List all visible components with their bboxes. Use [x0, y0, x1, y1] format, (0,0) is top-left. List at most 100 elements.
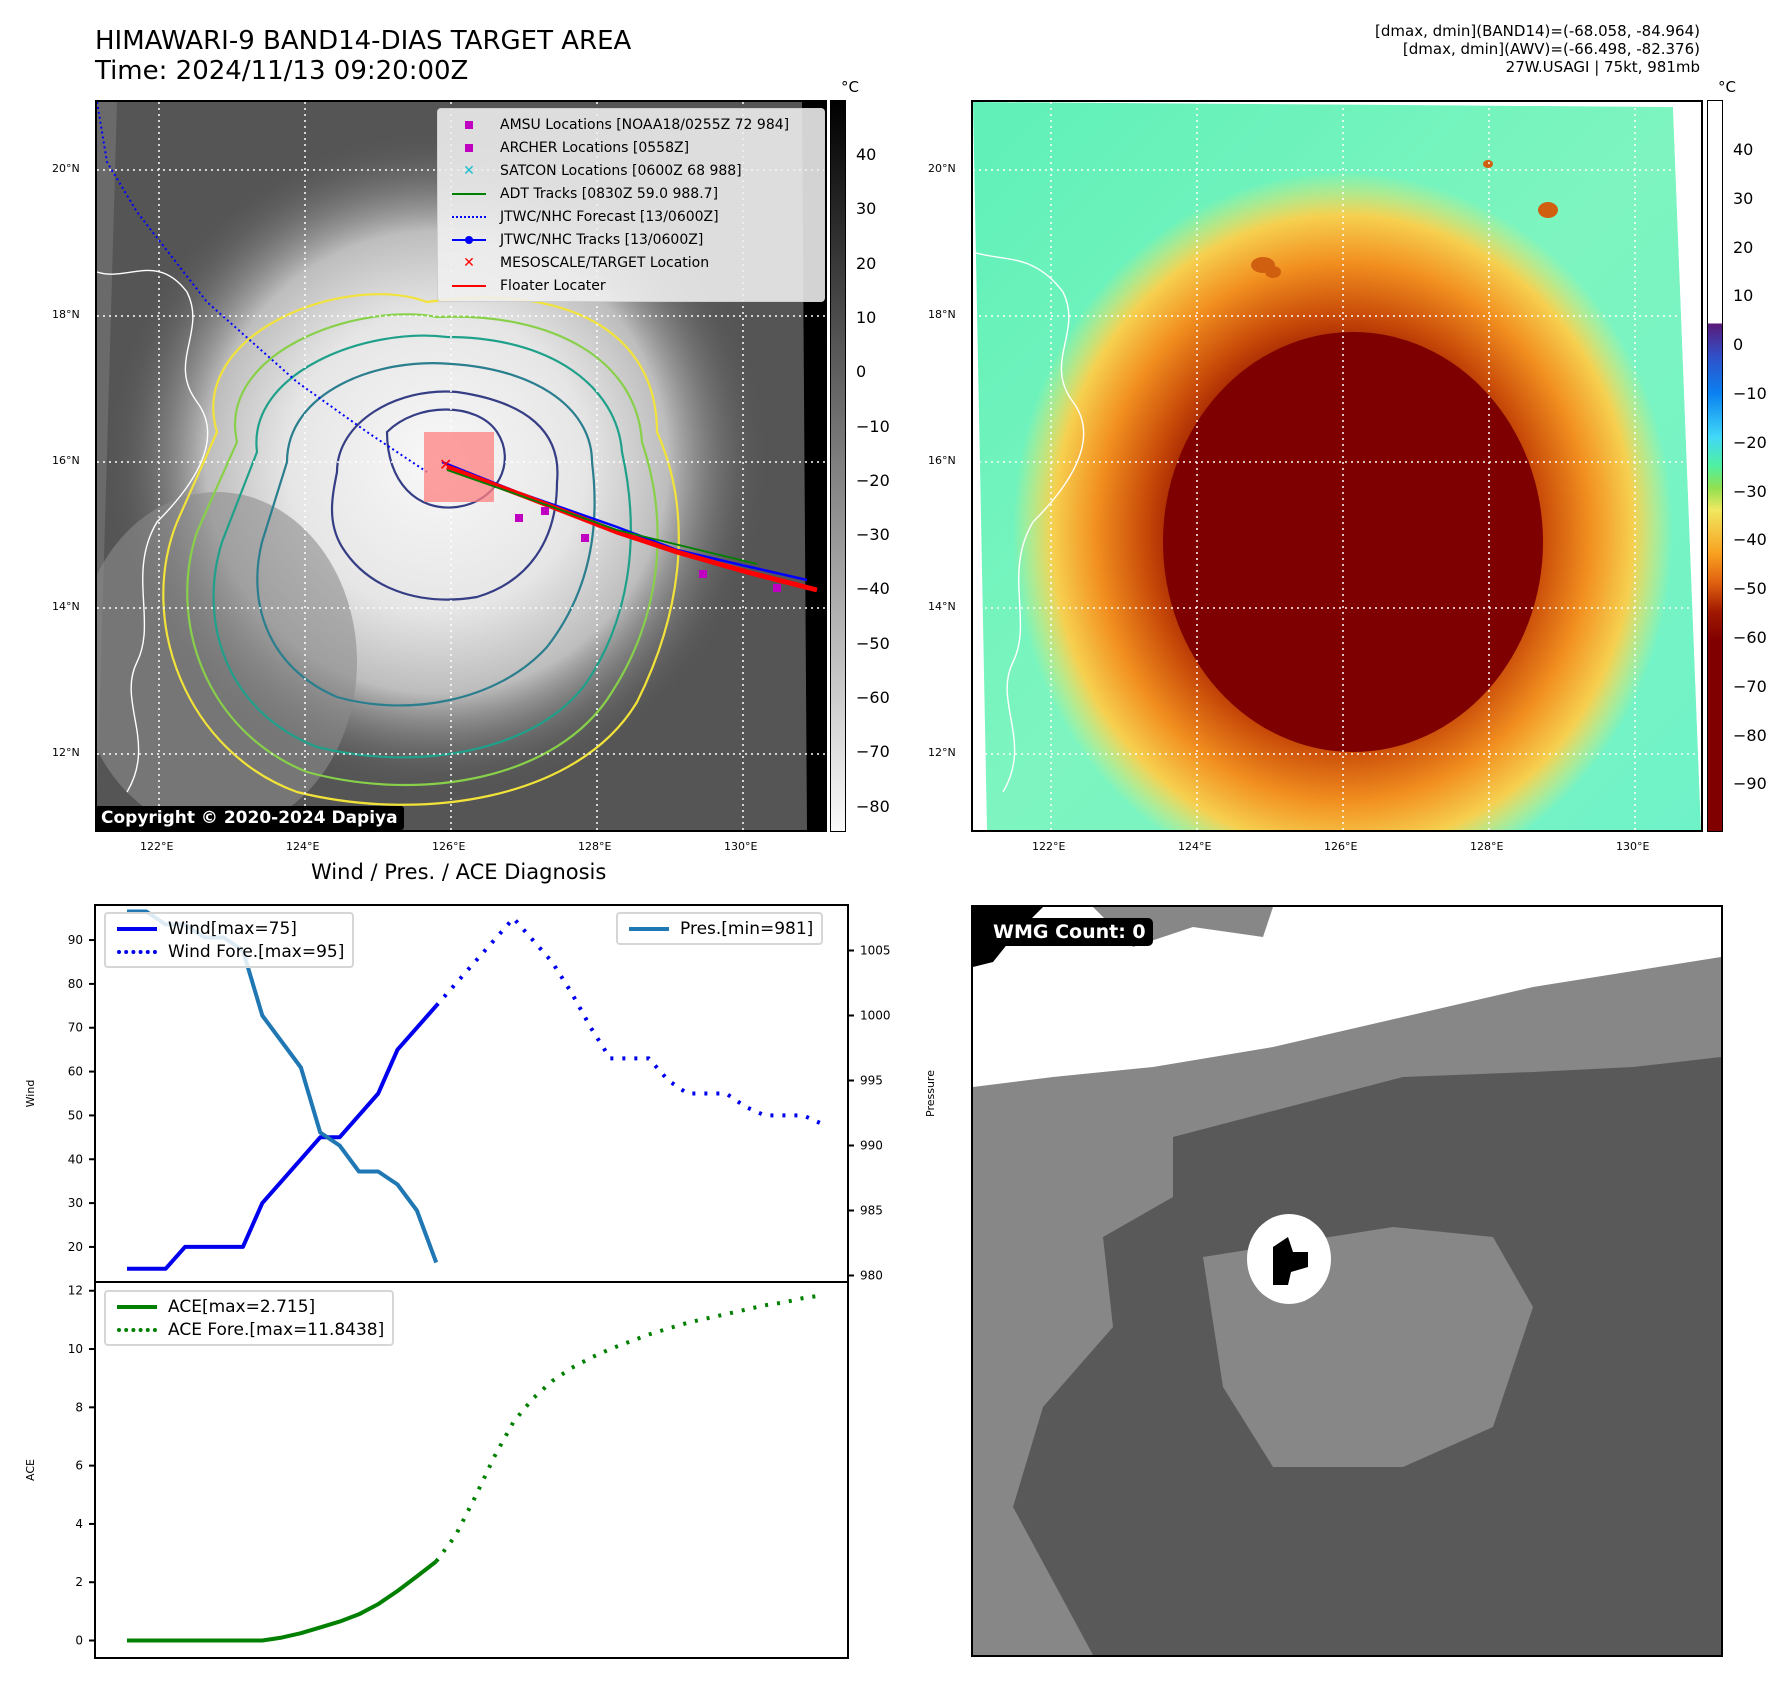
dotted-line-icon [446, 215, 492, 218]
lon-tick: 124°E [286, 840, 320, 853]
convective-cells [1251, 160, 1558, 278]
lat-tick: 12°N [928, 746, 956, 759]
wind-legend: Wind[max=75] Wind Fore.[max=95] [104, 912, 355, 968]
awv-colorbar [1707, 100, 1723, 832]
ir-colorbar-tick: −40 [856, 579, 890, 599]
eye-center [1273, 1237, 1308, 1285]
lon-tick: 128°E [1470, 840, 1504, 853]
lat-tick: 20°N [928, 162, 956, 175]
adt-track [446, 469, 758, 565]
legend-item: Floater Locater [446, 274, 816, 297]
wmg-image [973, 907, 1721, 1655]
diagnosis-chart: 20 30 40 50 60 70 80 90 980 985 990 995 1000 1005 0 2 4 6… [24, 904, 937, 1659]
lon-tick: 122°E [140, 840, 174, 853]
ir-colorbar-tick: 0 [856, 362, 867, 382]
copyright-label: Copyright © 2020-2024 Dapiya [95, 806, 404, 830]
legend-item: ✕ MESOSCALE/TARGET Location [446, 251, 816, 274]
wind-tick-label: 50 [68, 1108, 83, 1122]
awv-colorbar-tick: 10 [1733, 286, 1754, 306]
ir-colorbar-tick: 20 [856, 253, 877, 273]
awv-colorbar-tick: 30 [1733, 188, 1754, 208]
lat-tick: 18°N [52, 308, 80, 321]
line-dot-icon [446, 235, 492, 244]
lat-tick: 14°N [52, 600, 80, 613]
awv-map-panel[interactable] [971, 100, 1703, 832]
awv-colorbar-tick: 40 [1733, 140, 1754, 159]
ir-map-legend: AMSU Locations [NOAA18/0255Z 72 984] ARC… [437, 108, 825, 302]
awv-colorbar-tick: −90 [1733, 774, 1767, 794]
wmg-count-badge: WMG Count: 0 [986, 918, 1153, 946]
coastline [97, 269, 209, 793]
ir-colorbar-tick: −80 [856, 796, 890, 816]
pressure-tick-label: 1000 [860, 1009, 891, 1023]
wmg-panel[interactable] [971, 905, 1723, 1657]
lon-tick: 130°E [724, 840, 758, 853]
square-icon [446, 143, 492, 152]
legend-item: AMSU Locations [NOAA18/0255Z 72 984] [446, 113, 816, 136]
pressure-tick-label: 990 [860, 1139, 883, 1153]
ir-colorbar-tick: 30 [856, 199, 877, 219]
figure-title-block: HIMAWARI-9 BAND14-DIAS TARGET AREA Time:… [95, 26, 631, 86]
legend-item: Wind Fore.[max=95] [114, 940, 344, 963]
wind-tick-label: 70 [68, 1021, 83, 1035]
target-area-box [424, 432, 494, 502]
line-icon [114, 926, 160, 931]
ace-tick-label: 10 [68, 1342, 83, 1356]
awv-colorbar-tick: 20 [1733, 237, 1754, 257]
legend-item: Wind[max=75] [114, 917, 344, 940]
ir-colorbar-tick: −60 [856, 688, 890, 707]
wind-tick-label: 90 [68, 933, 83, 947]
legend-item: ACE Fore.[max=11.8438] [114, 1318, 384, 1341]
lat-tick: 14°N [928, 600, 956, 613]
pressure-tick-label: 1005 [860, 944, 891, 958]
ir-colorbar-tick: −50 [856, 633, 890, 653]
target-marker: ✕ [439, 455, 452, 474]
awv-colorbar-tick: −20 [1733, 432, 1767, 452]
x-marker-icon: ✕ [463, 162, 475, 179]
ir-colorbar-unit: °C [841, 78, 859, 96]
pressure-tick-label: 980 [860, 1269, 883, 1283]
wind-tick-label: 60 [68, 1065, 83, 1079]
ir-colorbar-tick: −30 [856, 525, 890, 545]
temperature-contours [162, 293, 680, 806]
forecast-track [97, 102, 428, 473]
storm-core [1163, 332, 1543, 752]
lon-tick: 122°E [1032, 840, 1066, 853]
wind-fore--series-line [434, 916, 824, 1127]
ace-fore--series-line [434, 1293, 823, 1563]
ir-colorbar [830, 100, 846, 832]
legend-item: ACE[max=2.715] [114, 1295, 384, 1318]
wind-axis-label: Wind [24, 1080, 37, 1108]
lat-tick: 20°N [52, 162, 80, 175]
lat-tick: 16°N [52, 454, 80, 467]
square-icon [446, 120, 492, 129]
pressure-legend: Pres.[min=981] [616, 912, 824, 945]
ir-colorbar-tick: −10 [856, 416, 890, 436]
warm-region [973, 907, 1721, 1087]
ace-legend: ACE[max=2.715] ACE Fore.[max=11.8438] [104, 1290, 395, 1346]
ace-tick-label: 12 [68, 1284, 83, 1298]
band14-range: [dmax, dmin](BAND14)=(-68.058, -84.964) [1375, 22, 1700, 40]
ace-tick-label: 0 [75, 1634, 83, 1648]
legend-item: ARCHER Locations [0558Z] [446, 136, 816, 159]
lon-tick: 126°E [1324, 840, 1358, 853]
awv-colorbar-tick: −50 [1733, 579, 1767, 599]
coastline [973, 251, 1085, 793]
storm-info-block: [dmax, dmin](BAND14)=(-68.058, -84.964) … [1375, 22, 1700, 76]
ace-tick-label: 2 [75, 1575, 83, 1589]
amsu-markers [515, 507, 781, 592]
awv-colorbar-tick: −70 [1733, 676, 1767, 696]
ace-tick-label: 4 [75, 1517, 83, 1531]
x-marker-icon: ✕ [463, 254, 475, 271]
pressure-axis-label: Pressure [924, 1070, 937, 1117]
legend-item: ADT Tracks [0830Z 59.0 988.7] [446, 182, 816, 205]
lon-tick: 124°E [1178, 840, 1212, 853]
awv-range: [dmax, dmin](AWV)=(-66.498, -82.376) [1402, 40, 1700, 58]
line-icon [626, 926, 672, 931]
lon-tick: 128°E [578, 840, 612, 853]
map-gridlines [973, 102, 1701, 830]
legend-item: Pres.[min=981] [626, 917, 813, 940]
floater-track [446, 464, 818, 593]
wind-tick-label: 20 [68, 1240, 83, 1254]
legend-item: JTWC/NHC Forecast [13/0600Z] [446, 205, 816, 228]
